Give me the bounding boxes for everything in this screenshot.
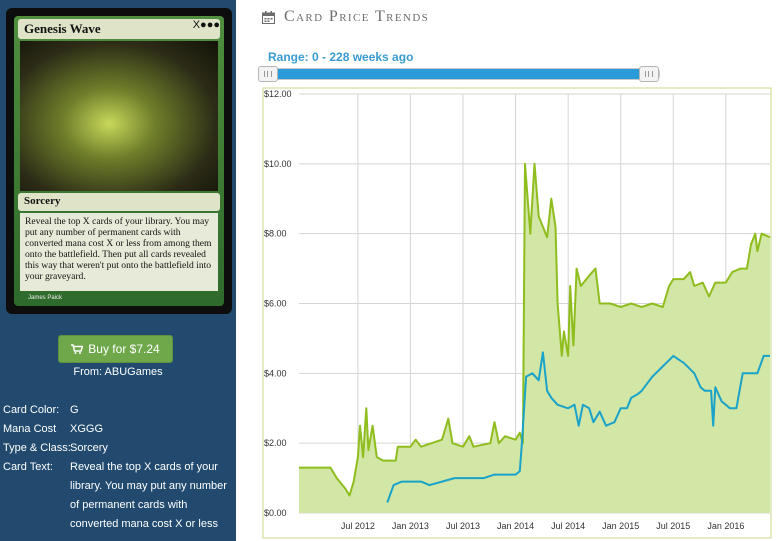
y-tick-label: $10.00 [264, 159, 292, 169]
buy-button-label: Buy for $7.24 [88, 342, 160, 356]
detail-value-text: Reveal the top X cards of your library. … [70, 461, 227, 530]
trends-title: Card Price Trends [284, 8, 430, 25]
series-paper-line [299, 162, 771, 497]
x-tick-label: Jan 2016 [707, 521, 744, 531]
series-online-line [386, 351, 770, 503]
sidebar: Genesis Wave X●●● Sorcery Reveal the top… [0, 0, 236, 541]
price-chart: $0.00 $2.00 $4.00 $6.00 $8.00 $10.00 $12.00 Jul… [262, 87, 772, 539]
x-tick-label: Jul 2014 [551, 521, 585, 531]
y-tick-label: $12.00 [264, 89, 292, 99]
cart-icon [71, 344, 84, 354]
detail-value-type: Sorcery [70, 442, 108, 454]
y-tick-label: $4.00 [264, 368, 287, 378]
detail-label-color: Card Color: [3, 404, 60, 416]
y-tick-label: $2.00 [264, 438, 287, 448]
y-tick-label: $0.00 [264, 508, 287, 518]
calendar-icon [262, 10, 275, 24]
card-type-line: Sorcery [18, 193, 220, 211]
detail-value-mana-cost: XGGG [70, 423, 104, 435]
detail-value-color: G [70, 404, 79, 416]
card-rules-text: Reveal the top X cards of your library. … [20, 213, 218, 291]
x-tick-label: Jul 2015 [656, 521, 690, 531]
range-slider-handle-right[interactable] [639, 66, 659, 82]
x-tick-label: Jan 2014 [497, 521, 534, 531]
card-image: Genesis Wave X●●● Sorcery Reveal the top… [6, 8, 232, 314]
card-name: Genesis Wave [18, 19, 220, 39]
card-frame: Genesis Wave X●●● Sorcery Reveal the top… [14, 16, 224, 306]
detail-label-text: Card Text: [3, 461, 53, 473]
range-label: Range: 0 - 228 weeks ago [268, 50, 414, 64]
card-art [20, 41, 218, 191]
series-paper-area [299, 163, 770, 514]
detail-label-mana-cost: Mana Cost [3, 423, 57, 435]
x-tick-label: Jan 2015 [602, 521, 639, 531]
range-slider-fill [270, 69, 650, 79]
y-tick-label: $6.00 [264, 299, 287, 309]
x-tick-label: Jul 2013 [446, 521, 480, 531]
trends-header: Card Price Trends [262, 8, 429, 26]
x-tick-label: Jan 2013 [392, 521, 429, 531]
range-slider-handle-left[interactable] [258, 66, 278, 82]
y-tick-label: $8.00 [264, 229, 287, 239]
mana-cost-symbols: X●●● [192, 19, 220, 31]
buy-button[interactable]: Buy for $7.24 [58, 335, 173, 363]
detail-label-type: Type & Class: [3, 442, 71, 454]
card-artist: James Paick [28, 295, 63, 301]
seller-name: From: ABUGames [73, 366, 163, 378]
x-tick-label: Jul 2012 [341, 521, 375, 531]
